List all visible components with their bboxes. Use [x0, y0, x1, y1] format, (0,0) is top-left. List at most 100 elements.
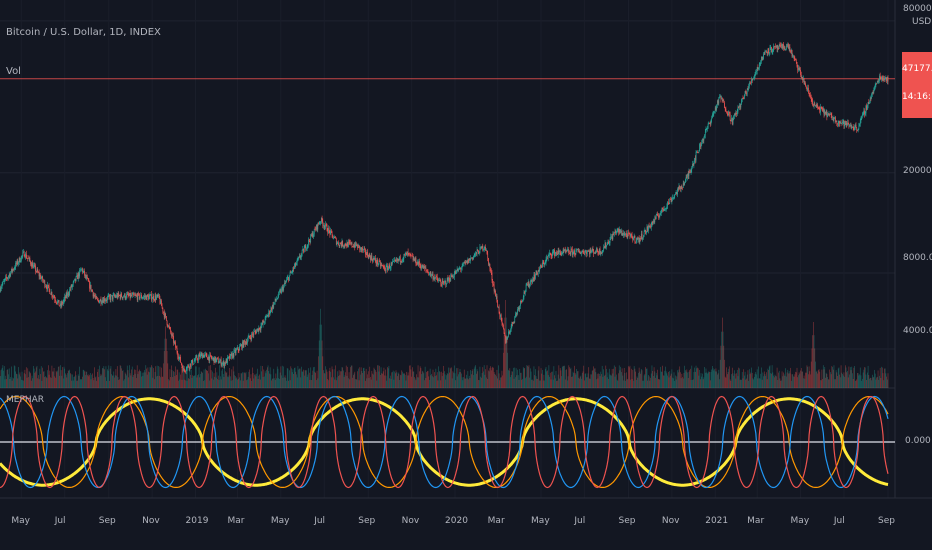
candle-body [810, 95, 811, 98]
candle-body [337, 242, 339, 244]
candle-body [538, 270, 540, 272]
volume-bar [298, 369, 299, 388]
candle-body [199, 354, 201, 358]
candle-body [4, 278, 6, 281]
volume-bar [74, 376, 76, 388]
volume-bar [87, 375, 88, 388]
volume-bar [371, 370, 373, 388]
volume-bar [500, 377, 502, 388]
volume-bar [534, 375, 535, 388]
candle-body [166, 315, 167, 321]
candle-body [832, 119, 834, 121]
volume-bar [272, 378, 274, 388]
candle-body [480, 246, 481, 248]
candle-body [862, 113, 863, 117]
candle-body [507, 336, 508, 340]
volume-bar [786, 372, 788, 388]
candle-body [536, 270, 538, 273]
candle-body [725, 108, 727, 112]
candle-body [736, 111, 738, 115]
volume-bar [338, 375, 339, 388]
volume-bar [729, 379, 731, 388]
candle-body [66, 293, 68, 297]
candle-body [196, 356, 198, 360]
volume-bar [731, 367, 733, 388]
candle-body [314, 228, 316, 230]
volume-bar [491, 367, 493, 388]
volume-bar [473, 375, 474, 388]
candle-body [313, 234, 314, 238]
candle-body [611, 236, 612, 238]
candle-body [650, 224, 652, 228]
candle-body [716, 105, 718, 110]
candle-body [76, 274, 78, 277]
candle-body [336, 243, 338, 245]
candle-body [371, 255, 373, 260]
volume-bar [841, 372, 843, 388]
volume-bar [71, 380, 73, 388]
volume-bar [20, 376, 21, 388]
volume-bar [170, 376, 171, 388]
volume-bar [612, 373, 614, 388]
candle-body [434, 277, 436, 280]
volume-bar [409, 365, 411, 388]
candle-body [717, 100, 719, 104]
candle-body [398, 259, 400, 260]
candle-body [138, 293, 139, 295]
volume-bar [640, 373, 641, 388]
candle-body [721, 98, 723, 102]
candle-body [547, 257, 548, 259]
candle-body [581, 251, 583, 253]
volume-bar [339, 375, 341, 388]
volume-bar [246, 380, 248, 388]
volume-bar [740, 379, 742, 388]
volume-bar [744, 371, 746, 388]
candle-body [770, 47, 772, 48]
candle-body [500, 314, 501, 317]
candle-body [624, 234, 626, 236]
volume-bar [880, 377, 882, 388]
candle-body [884, 78, 886, 80]
candle-body [102, 300, 104, 303]
volume-bar [600, 371, 602, 388]
candle-body [264, 317, 266, 323]
candle-body [179, 356, 181, 358]
candle-body [276, 298, 278, 300]
volume-bar [756, 369, 758, 388]
candle-body [598, 252, 599, 254]
volume-bar [298, 368, 300, 388]
volume-bar [40, 366, 42, 388]
candle-body [638, 237, 640, 243]
time-axis[interactable]: May Jul Sep Nov 2019 Mar May Jul Sep Nov 2020 Mar Ma… [0, 508, 895, 550]
volume-bar [791, 374, 793, 388]
volume-bar [656, 375, 658, 388]
volume-bar [100, 373, 102, 388]
candle-body [691, 167, 693, 170]
candle-body [353, 246, 354, 248]
volume-bar [387, 367, 388, 388]
candle-body [333, 237, 335, 239]
candle-body [771, 51, 773, 53]
candle-body [606, 245, 607, 248]
candle-body [788, 44, 789, 49]
volume-bar [572, 371, 574, 388]
candle-body [114, 294, 115, 297]
volume-bar [304, 370, 306, 388]
volume-bar [146, 368, 147, 388]
candle-body [0, 288, 2, 291]
volume-bar [719, 359, 721, 388]
volume-bar [238, 372, 240, 388]
candle-body [455, 271, 457, 274]
volume-bar [261, 371, 262, 388]
volume-bar [362, 372, 363, 388]
volume-bar [728, 368, 730, 388]
candle-body [16, 262, 17, 265]
candle-body [535, 274, 536, 279]
candle-body [135, 295, 137, 296]
volume-bar [697, 368, 699, 388]
volume-bar [1, 369, 2, 388]
volume-bar [886, 376, 887, 388]
volume-bar [759, 378, 761, 388]
volume-bar [222, 374, 224, 388]
